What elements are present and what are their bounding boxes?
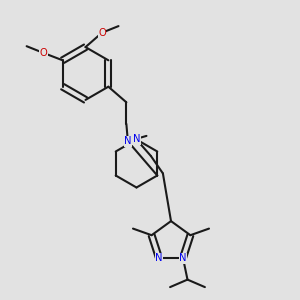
Text: N: N bbox=[155, 253, 163, 263]
Text: O: O bbox=[39, 48, 47, 58]
Text: N: N bbox=[124, 136, 132, 146]
Text: N: N bbox=[179, 253, 187, 263]
Text: N: N bbox=[133, 134, 140, 145]
Text: O: O bbox=[98, 28, 106, 38]
